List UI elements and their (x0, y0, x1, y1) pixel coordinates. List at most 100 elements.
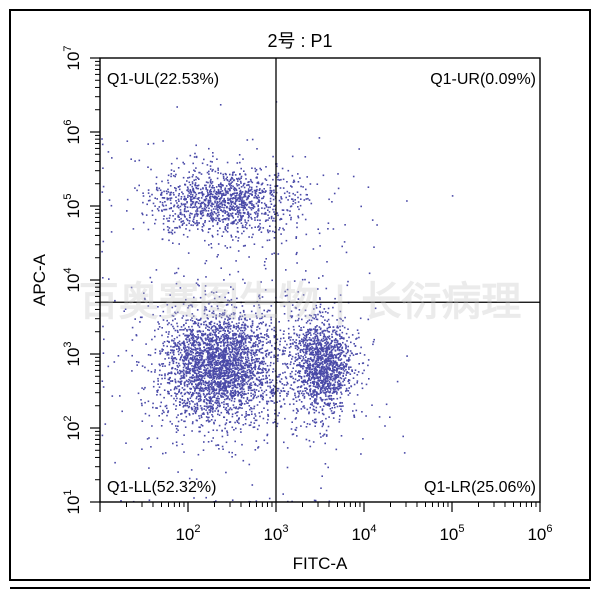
data-point (235, 406, 238, 408)
data-point (331, 201, 333, 203)
data-point (219, 227, 221, 230)
data-point (229, 379, 232, 382)
data-point (217, 192, 220, 194)
data-point (211, 205, 213, 208)
data-point (172, 325, 174, 328)
data-point (191, 325, 193, 328)
data-point (177, 206, 180, 209)
data-point (194, 336, 197, 338)
data-point (192, 380, 194, 383)
data-point (250, 377, 252, 379)
data-point (188, 401, 191, 403)
data-point (222, 448, 224, 450)
data-point (182, 406, 185, 408)
data-point (337, 173, 339, 175)
data-point (195, 406, 197, 409)
data-point (195, 366, 197, 368)
data-point (266, 377, 268, 379)
data-point (182, 372, 185, 374)
data-point (236, 358, 238, 360)
data-point (268, 239, 271, 241)
data-point (242, 397, 245, 399)
data-point (269, 341, 271, 344)
data-point (264, 267, 267, 270)
data-point (170, 371, 173, 373)
data-point (270, 216, 273, 218)
data-point (175, 386, 177, 388)
data-point (237, 375, 239, 377)
data-point (294, 394, 296, 397)
data-point (231, 363, 233, 366)
data-point (245, 375, 248, 378)
data-point (296, 380, 299, 382)
data-point (242, 207, 245, 209)
data-point (111, 395, 114, 397)
data-point (166, 226, 169, 228)
data-point (198, 430, 200, 433)
data-point (253, 383, 256, 386)
data-point (207, 192, 209, 194)
data-point (236, 411, 238, 414)
data-point (295, 412, 298, 414)
data-point (195, 409, 198, 412)
data-point (239, 190, 241, 193)
data-point (215, 316, 217, 319)
data-point (183, 213, 185, 216)
data-point (263, 390, 266, 393)
data-point (207, 210, 210, 212)
data-point (218, 219, 220, 222)
data-point (221, 201, 223, 204)
data-point (190, 348, 193, 351)
data-point (216, 382, 218, 384)
data-point (241, 386, 244, 388)
data-point (126, 210, 128, 212)
data-point (181, 359, 184, 361)
data-point (210, 209, 213, 211)
data-point (200, 414, 202, 417)
data-point (184, 392, 187, 395)
data-point (233, 365, 236, 367)
data-point (222, 378, 225, 380)
data-point (192, 343, 195, 345)
data-point (245, 400, 247, 403)
data-point (192, 401, 194, 403)
data-point (323, 308, 326, 310)
data-point (187, 364, 189, 366)
data-point (223, 279, 225, 281)
data-point (166, 354, 169, 356)
data-point (174, 392, 176, 394)
data-point (296, 409, 299, 411)
data-point (156, 390, 158, 392)
data-point (211, 187, 214, 189)
data-point (316, 183, 319, 185)
data-point (200, 323, 202, 326)
data-point (180, 383, 182, 385)
data-point (234, 421, 236, 424)
data-point (186, 384, 189, 386)
data-point (240, 206, 242, 208)
data-point (225, 351, 228, 353)
data-point (282, 227, 284, 230)
data-point (186, 186, 189, 188)
data-point (220, 183, 222, 186)
data-point (217, 375, 220, 377)
data-point (218, 192, 221, 195)
data-point (208, 396, 210, 399)
data-point (238, 417, 240, 420)
data-point (250, 186, 253, 189)
data-point (200, 210, 203, 212)
data-point (262, 197, 264, 199)
data-point (221, 193, 223, 195)
data-point (227, 355, 230, 358)
data-point (172, 442, 174, 445)
data-point (222, 215, 224, 217)
data-point (250, 180, 252, 183)
data-point (197, 187, 200, 190)
data-point (173, 353, 175, 356)
data-point (231, 451, 233, 454)
data-point (261, 369, 264, 372)
data-point (215, 204, 218, 206)
data-point (264, 178, 267, 180)
data-point (177, 429, 179, 432)
data-point (189, 328, 192, 331)
